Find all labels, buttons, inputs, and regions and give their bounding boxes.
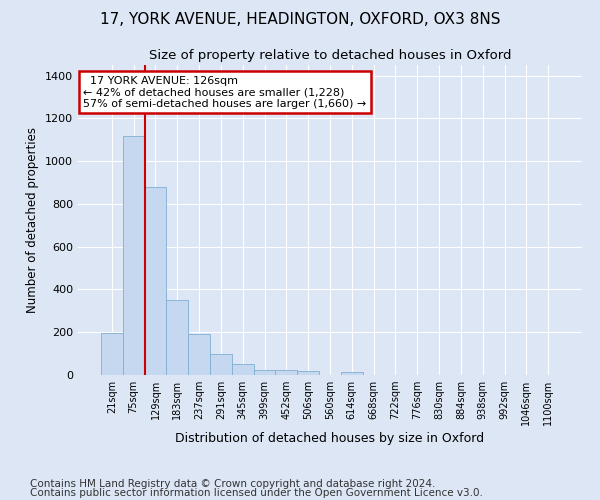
Bar (210, 354, 232, 375)
Text: Contains HM Land Registry data © Crown copyright and database right 2024.: Contains HM Land Registry data © Crown c… (30, 479, 436, 489)
Bar (275, 370, 297, 375)
Y-axis label: Number of detached properties: Number of detached properties (26, 127, 40, 313)
Bar (297, 371, 319, 375)
Bar (232, 364, 254, 375)
Title: Size of property relative to detached houses in Oxford: Size of property relative to detached ho… (149, 50, 511, 62)
Text: 17, YORK AVENUE, HEADINGTON, OXFORD, OX3 8NS: 17, YORK AVENUE, HEADINGTON, OXFORD, OX3… (100, 12, 500, 28)
Bar (145, 187, 166, 375)
Bar (101, 334, 123, 375)
X-axis label: Distribution of detached houses by size in Oxford: Distribution of detached houses by size … (175, 432, 485, 445)
Bar (166, 300, 188, 375)
Bar (341, 372, 363, 375)
Text: 17 YORK AVENUE: 126sqm
← 42% of detached houses are smaller (1,228)
57% of semi-: 17 YORK AVENUE: 126sqm ← 42% of detached… (83, 76, 366, 109)
Bar (188, 334, 210, 375)
Text: Contains public sector information licensed under the Open Government Licence v3: Contains public sector information licen… (30, 488, 483, 498)
Bar (123, 136, 145, 375)
Bar (254, 370, 275, 375)
